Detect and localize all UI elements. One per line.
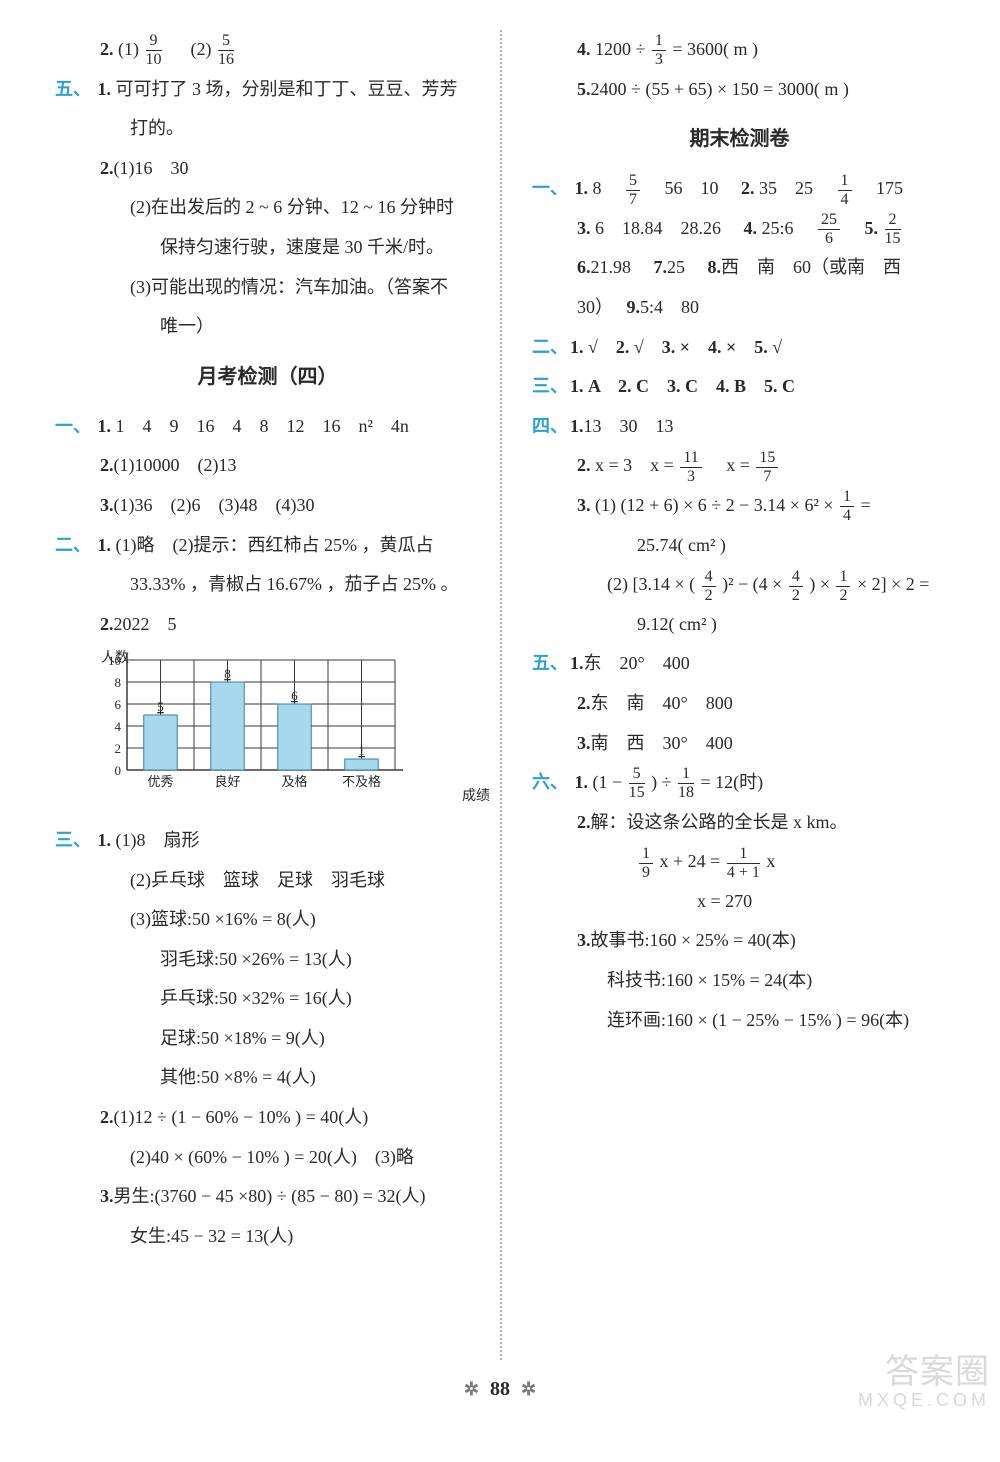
page-number-value: 88 xyxy=(490,1378,510,1400)
section-label: 五、 xyxy=(55,79,91,99)
txt: 唯一） xyxy=(55,307,480,347)
svg-text:优秀: 优秀 xyxy=(147,774,173,789)
frac: 516 xyxy=(218,33,234,68)
svg-text:良好: 良好 xyxy=(214,774,240,789)
svg-text:6: 6 xyxy=(115,697,122,712)
bar-chart-svg: 02468105优秀8良好6及格1不及格 xyxy=(95,650,405,800)
page-number: ✲ 88 ✲ xyxy=(0,1370,1000,1415)
svg-text:2: 2 xyxy=(115,741,122,756)
svg-text:6: 6 xyxy=(291,688,298,703)
l-yi-1: 一、 1. 1 4 9 16 4 8 12 16 n² 4n xyxy=(55,407,480,447)
l-wu-1: 五、 1. 可可打了 3 场，分别是和丁丁、豆豆、芳芳 xyxy=(55,70,480,110)
deco-icon: ✲ xyxy=(464,1379,479,1399)
chart-y-label: 人数 xyxy=(101,644,129,675)
frac: 910 xyxy=(146,33,162,68)
r-4: 4. 1200 ÷ 13 = 3600( m ) xyxy=(532,30,947,70)
svg-text:5: 5 xyxy=(157,699,164,714)
txt: (2)在出发后的 2 ~ 6 分钟、12 ~ 16 分钟时 xyxy=(55,188,480,228)
txt: (2) xyxy=(191,39,212,59)
svg-text:1: 1 xyxy=(358,743,365,758)
txt: (1) xyxy=(118,39,139,59)
watermark: 答案圈 MXQE.COM xyxy=(858,1355,990,1409)
txt: 保持匀速行驶，速度是 30 千米/时。 xyxy=(55,228,480,268)
left-column: 2. (1) 910 (2) 516 五、 1. 可可打了 3 场，分别是和丁丁… xyxy=(55,30,495,1360)
txt: 打的。 xyxy=(55,109,480,149)
svg-text:4: 4 xyxy=(115,719,122,734)
svg-text:8: 8 xyxy=(224,666,231,681)
chart-x-label: 成绩 xyxy=(462,782,490,813)
page: 2. (1) 910 (2) 516 五、 1. 可可打了 3 场，分别是和丁丁… xyxy=(0,0,1000,1370)
l-wu-2: 2.(1)16 30 xyxy=(55,149,480,189)
bar-chart: 人数 02468105优秀8良好6及格1不及格 成绩 xyxy=(95,650,480,815)
section-title: 期末检测卷 xyxy=(532,117,947,161)
svg-text:及格: 及格 xyxy=(281,774,307,789)
svg-text:8: 8 xyxy=(115,675,122,690)
l-er-1: 二、 1. (1)略 (2)提示：西红柿占 25% ，黄瓜占 xyxy=(55,526,480,566)
r-yi-1: 一、 1. 8 57 56 10 2. 35 25 14 175 xyxy=(532,169,947,209)
num: 2. xyxy=(100,39,114,59)
svg-text:不及格: 不及格 xyxy=(342,774,381,789)
l-san-1: 三、 1. (1)8 扇形 xyxy=(55,821,480,861)
right-column: 4. 1200 ÷ 13 = 3600( m ) 5.2400 ÷ (55 + … xyxy=(507,30,947,1360)
section-title: 月考检测（四） xyxy=(55,355,480,399)
l-2: 2. (1) 910 (2) 516 xyxy=(55,30,480,70)
txt: (3)可能出现的情况：汽车加油。（答案不 xyxy=(55,268,480,308)
column-divider xyxy=(500,30,502,1360)
deco-icon: ✲ xyxy=(521,1379,536,1399)
svg-text:0: 0 xyxy=(115,763,122,778)
